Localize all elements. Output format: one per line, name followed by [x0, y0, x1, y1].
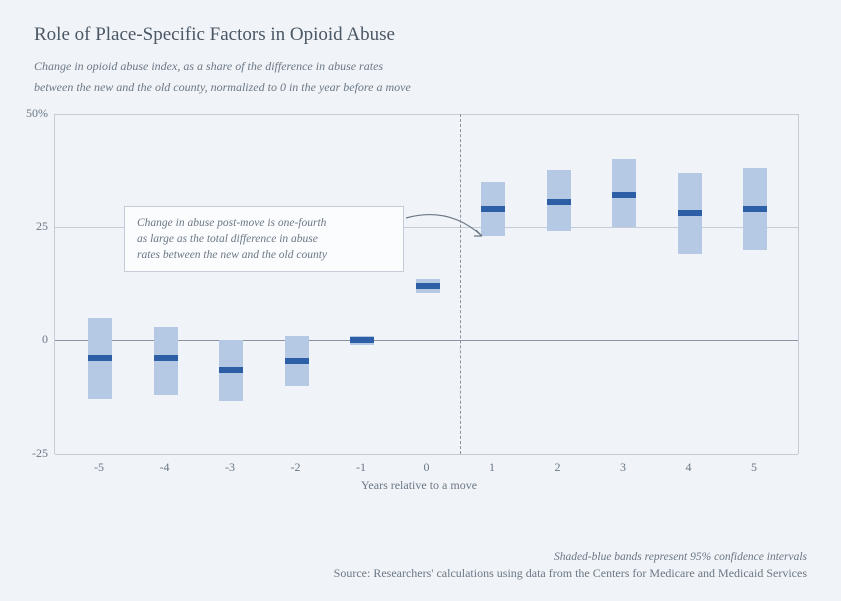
y-tick-label: 25: [18, 219, 48, 234]
point-estimate: [547, 199, 571, 205]
point-estimate: [154, 355, 178, 361]
source-text: Source: Researchers' calculations using …: [334, 566, 807, 581]
chart-subtitle-2: between the new and the old county, norm…: [34, 79, 807, 96]
point-estimate: [743, 206, 767, 212]
figure-container: Role of Place-Specific Factors in Opioid…: [0, 0, 841, 601]
point-estimate: [612, 192, 636, 198]
footnote-text: Shaded-blue bands represent 95% confiden…: [554, 551, 807, 563]
point-estimate: [416, 283, 440, 289]
point-estimate: [481, 206, 505, 212]
point-estimate: [88, 355, 112, 361]
x-tick-label: -5: [94, 460, 104, 475]
x-tick-label: -3: [225, 460, 235, 475]
x-tick-label: -2: [291, 460, 301, 475]
x-tick-label: 2: [555, 460, 561, 475]
x-tick-label: 1: [489, 460, 495, 475]
x-axis-title: Years relative to a move: [34, 478, 804, 493]
gridline: [55, 114, 798, 115]
plot-region: [54, 114, 799, 454]
chart-subtitle-1: Change in opioid abuse index, as a share…: [34, 58, 807, 75]
y-tick-label: -25: [18, 446, 48, 461]
x-tick-label: -1: [356, 460, 366, 475]
x-tick-label: 5: [751, 460, 757, 475]
point-estimate: [678, 210, 702, 216]
x-tick-label: -4: [160, 460, 170, 475]
chart-area: Change in abuse post-move is one-fourth …: [34, 100, 804, 500]
gridline: [55, 454, 798, 455]
annotation-line-1: Change in abuse post-move is one-fourth: [137, 215, 391, 231]
annotation-line-3: rates between the new and the old county: [137, 247, 391, 263]
x-tick-label: 0: [424, 460, 430, 475]
point-estimate: [285, 358, 309, 364]
chart-title: Role of Place-Specific Factors in Opioid…: [34, 24, 807, 46]
point-estimate: [219, 367, 243, 373]
y-tick-label: 50%: [18, 106, 48, 121]
point-estimate: [350, 337, 374, 343]
y-tick-label: 0: [18, 332, 48, 347]
annotation-line-2: as large as the total difference in abus…: [137, 231, 391, 247]
event-divider: [460, 114, 461, 454]
x-tick-label: 4: [686, 460, 692, 475]
annotation-callout: Change in abuse post-move is one-fourth …: [124, 206, 404, 272]
x-tick-label: 3: [620, 460, 626, 475]
